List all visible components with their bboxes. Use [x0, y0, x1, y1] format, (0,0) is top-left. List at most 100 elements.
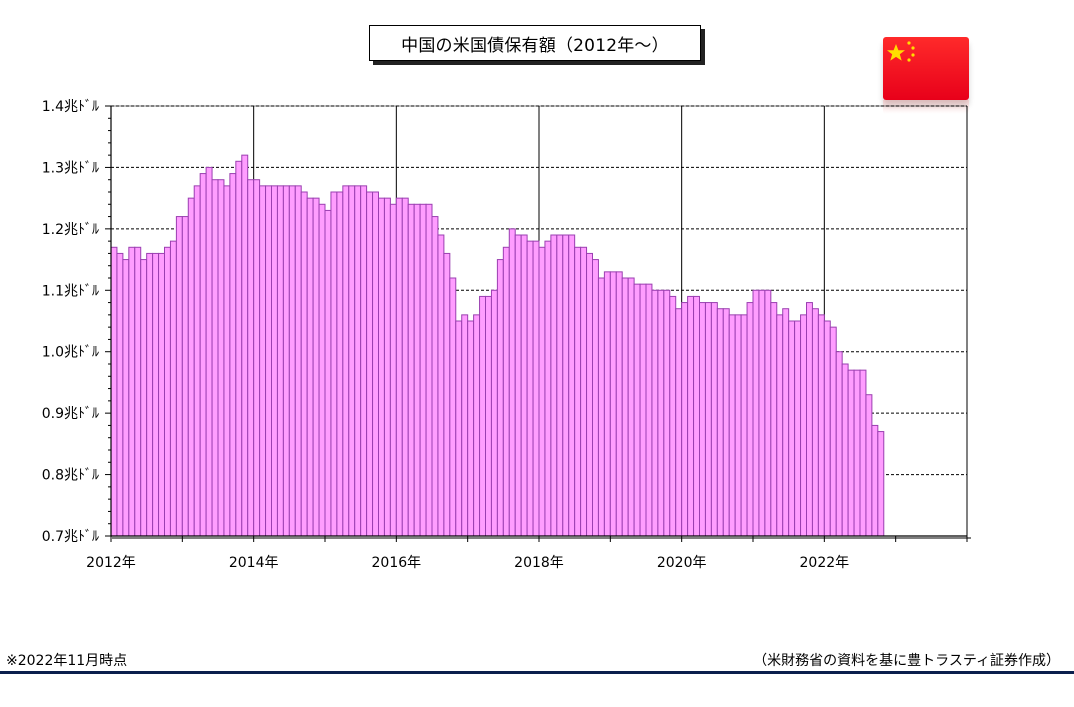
bar	[544, 240, 552, 537]
bar	[282, 185, 290, 537]
axes	[105, 105, 971, 542]
bar	[621, 277, 629, 537]
bar	[675, 308, 683, 537]
bar	[271, 185, 278, 537]
bar	[372, 191, 379, 537]
bar	[568, 234, 576, 537]
bar	[342, 185, 350, 537]
bar	[490, 289, 498, 537]
bar	[253, 179, 261, 537]
bar	[211, 179, 219, 537]
bar	[324, 209, 332, 537]
bar	[128, 246, 136, 537]
bar	[562, 234, 570, 537]
y-tick-label: 0.7兆ﾄﾞﾙ	[42, 529, 99, 545]
bar	[366, 191, 374, 537]
bar-chart: 0.7兆ﾄﾞﾙ 0.8兆ﾄﾞﾙ 0.9兆ﾄﾞﾙ 1.0兆ﾄﾞﾙ 1.1兆ﾄﾞﾙ 1.2兆ﾄ…	[42, 99, 971, 571]
bar	[586, 252, 593, 537]
y-tick-label: 1.0兆ﾄﾞﾙ	[42, 345, 99, 361]
bar	[265, 185, 272, 537]
bar	[556, 234, 564, 537]
bar	[467, 320, 475, 537]
bar	[116, 252, 124, 537]
bar	[615, 271, 623, 537]
bar	[823, 320, 831, 537]
bar	[276, 185, 284, 537]
bar	[259, 185, 267, 537]
source-credit: （米財務省の資料を基に豊トラスティ証券作成）	[753, 653, 1060, 669]
x-tick-label: 2018年	[514, 555, 564, 571]
bar	[217, 179, 225, 537]
bar	[241, 154, 249, 537]
bar	[687, 295, 695, 537]
bar	[609, 271, 617, 537]
bar	[383, 197, 391, 537]
bottom-rule	[0, 671, 1074, 674]
bar	[455, 320, 463, 537]
flag-small-star	[911, 53, 915, 57]
bar	[782, 308, 790, 537]
bar	[425, 203, 433, 537]
bar	[443, 252, 451, 537]
bar	[811, 308, 819, 537]
bar	[134, 246, 142, 537]
bar	[538, 246, 546, 537]
bar	[431, 216, 439, 537]
bar	[158, 252, 166, 537]
bar	[479, 295, 486, 537]
bar	[859, 369, 867, 537]
bar	[663, 289, 671, 537]
bar	[413, 203, 421, 537]
bar	[704, 302, 712, 537]
bar	[657, 289, 665, 537]
bar	[205, 166, 213, 537]
chart-title: 中国の米国債保有額（2012年～）	[369, 25, 701, 61]
bar	[835, 351, 843, 537]
bar	[693, 295, 700, 537]
bar	[794, 320, 802, 537]
bar	[294, 185, 302, 537]
bar	[770, 302, 778, 537]
bar	[110, 246, 118, 537]
y-tick-label: 1.3兆ﾄﾞﾙ	[42, 160, 99, 176]
bar	[461, 314, 469, 537]
bar	[788, 320, 796, 537]
bar	[877, 431, 885, 537]
bars	[110, 154, 885, 537]
bar	[288, 185, 296, 537]
bar	[401, 197, 409, 537]
y-tick-label: 0.9兆ﾄﾞﾙ	[42, 406, 99, 422]
bar	[389, 203, 397, 537]
bar	[122, 259, 130, 537]
x-tick-label: 2016年	[372, 555, 422, 571]
bar	[645, 283, 653, 537]
bar	[841, 363, 849, 537]
x-tick-label: 2012年	[86, 555, 136, 571]
bar	[449, 277, 457, 537]
bar	[235, 160, 243, 537]
bar	[722, 308, 730, 537]
bar	[871, 424, 879, 537]
bar	[378, 197, 385, 537]
bar	[758, 289, 766, 537]
flag-small-star	[911, 46, 915, 50]
bar	[354, 185, 362, 537]
bar	[247, 179, 255, 537]
bar	[199, 173, 207, 537]
x-tick-label: 2014年	[229, 555, 279, 571]
x-tick-label: 2022年	[800, 555, 850, 571]
bar	[734, 314, 742, 537]
bar	[223, 185, 231, 537]
bar	[651, 289, 659, 537]
bar	[485, 295, 492, 537]
bar	[152, 252, 160, 537]
bar	[580, 246, 588, 537]
bar	[437, 234, 445, 537]
bar	[169, 240, 177, 537]
bar	[776, 314, 784, 537]
bar	[865, 394, 873, 537]
bar	[829, 326, 837, 537]
bar	[764, 289, 772, 537]
bar	[847, 369, 855, 537]
bar	[627, 277, 635, 537]
